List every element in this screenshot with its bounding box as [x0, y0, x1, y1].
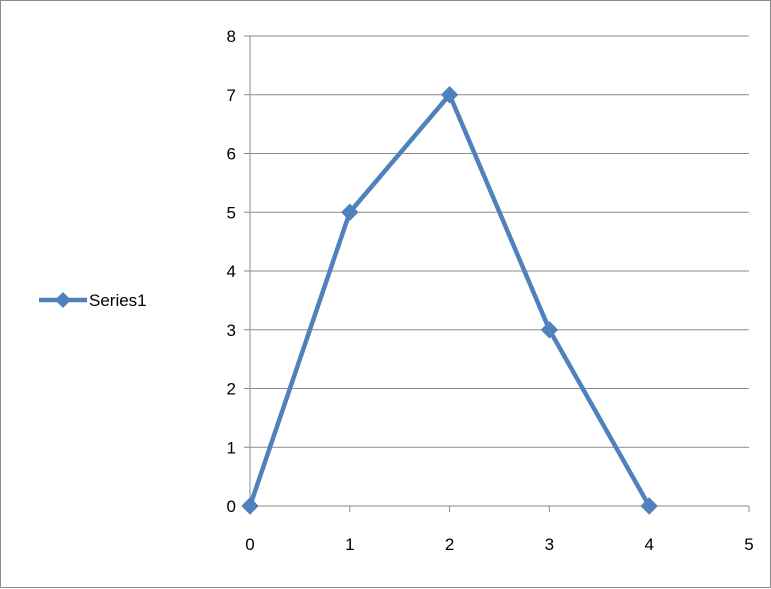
x-tick-label-2: 2	[445, 535, 454, 554]
x-tick-label-1: 1	[345, 535, 354, 554]
x-tick-label-5: 5	[744, 535, 753, 554]
data-point-4	[640, 497, 658, 515]
data-point-3	[540, 321, 559, 339]
x-tick-label-0: 0	[245, 535, 254, 554]
x-tick-label-3: 3	[545, 535, 554, 554]
x-tick-label-4: 4	[644, 535, 653, 554]
y-tick-label-2: 2	[227, 380, 236, 399]
y-tick-label-4: 4	[227, 262, 236, 281]
data-point-0	[241, 497, 259, 515]
y-tick-label-8: 8	[227, 27, 236, 46]
y-tick-label-3: 3	[227, 321, 236, 340]
legend-diamond-marker	[55, 292, 71, 308]
y-tick-label-7: 7	[227, 86, 236, 105]
gridlines	[250, 35, 749, 448]
y-tick-label-0: 0	[227, 497, 236, 516]
legend: Series1	[39, 291, 147, 310]
data-point-1	[341, 203, 359, 221]
y-tick-label-5: 5	[227, 203, 236, 222]
tick-labels: 0 1 2 3 4 5 6 7 8 0 1 2 3 4 5	[227, 27, 754, 554]
y-tick-label-6: 6	[227, 145, 236, 164]
series-layer	[241, 86, 658, 515]
data-point-2	[440, 86, 459, 104]
y-tick-label-1: 1	[227, 438, 236, 457]
series-line-1	[247, 92, 652, 509]
axes	[244, 35, 750, 512]
legend-label-series1: Series1	[89, 291, 147, 310]
